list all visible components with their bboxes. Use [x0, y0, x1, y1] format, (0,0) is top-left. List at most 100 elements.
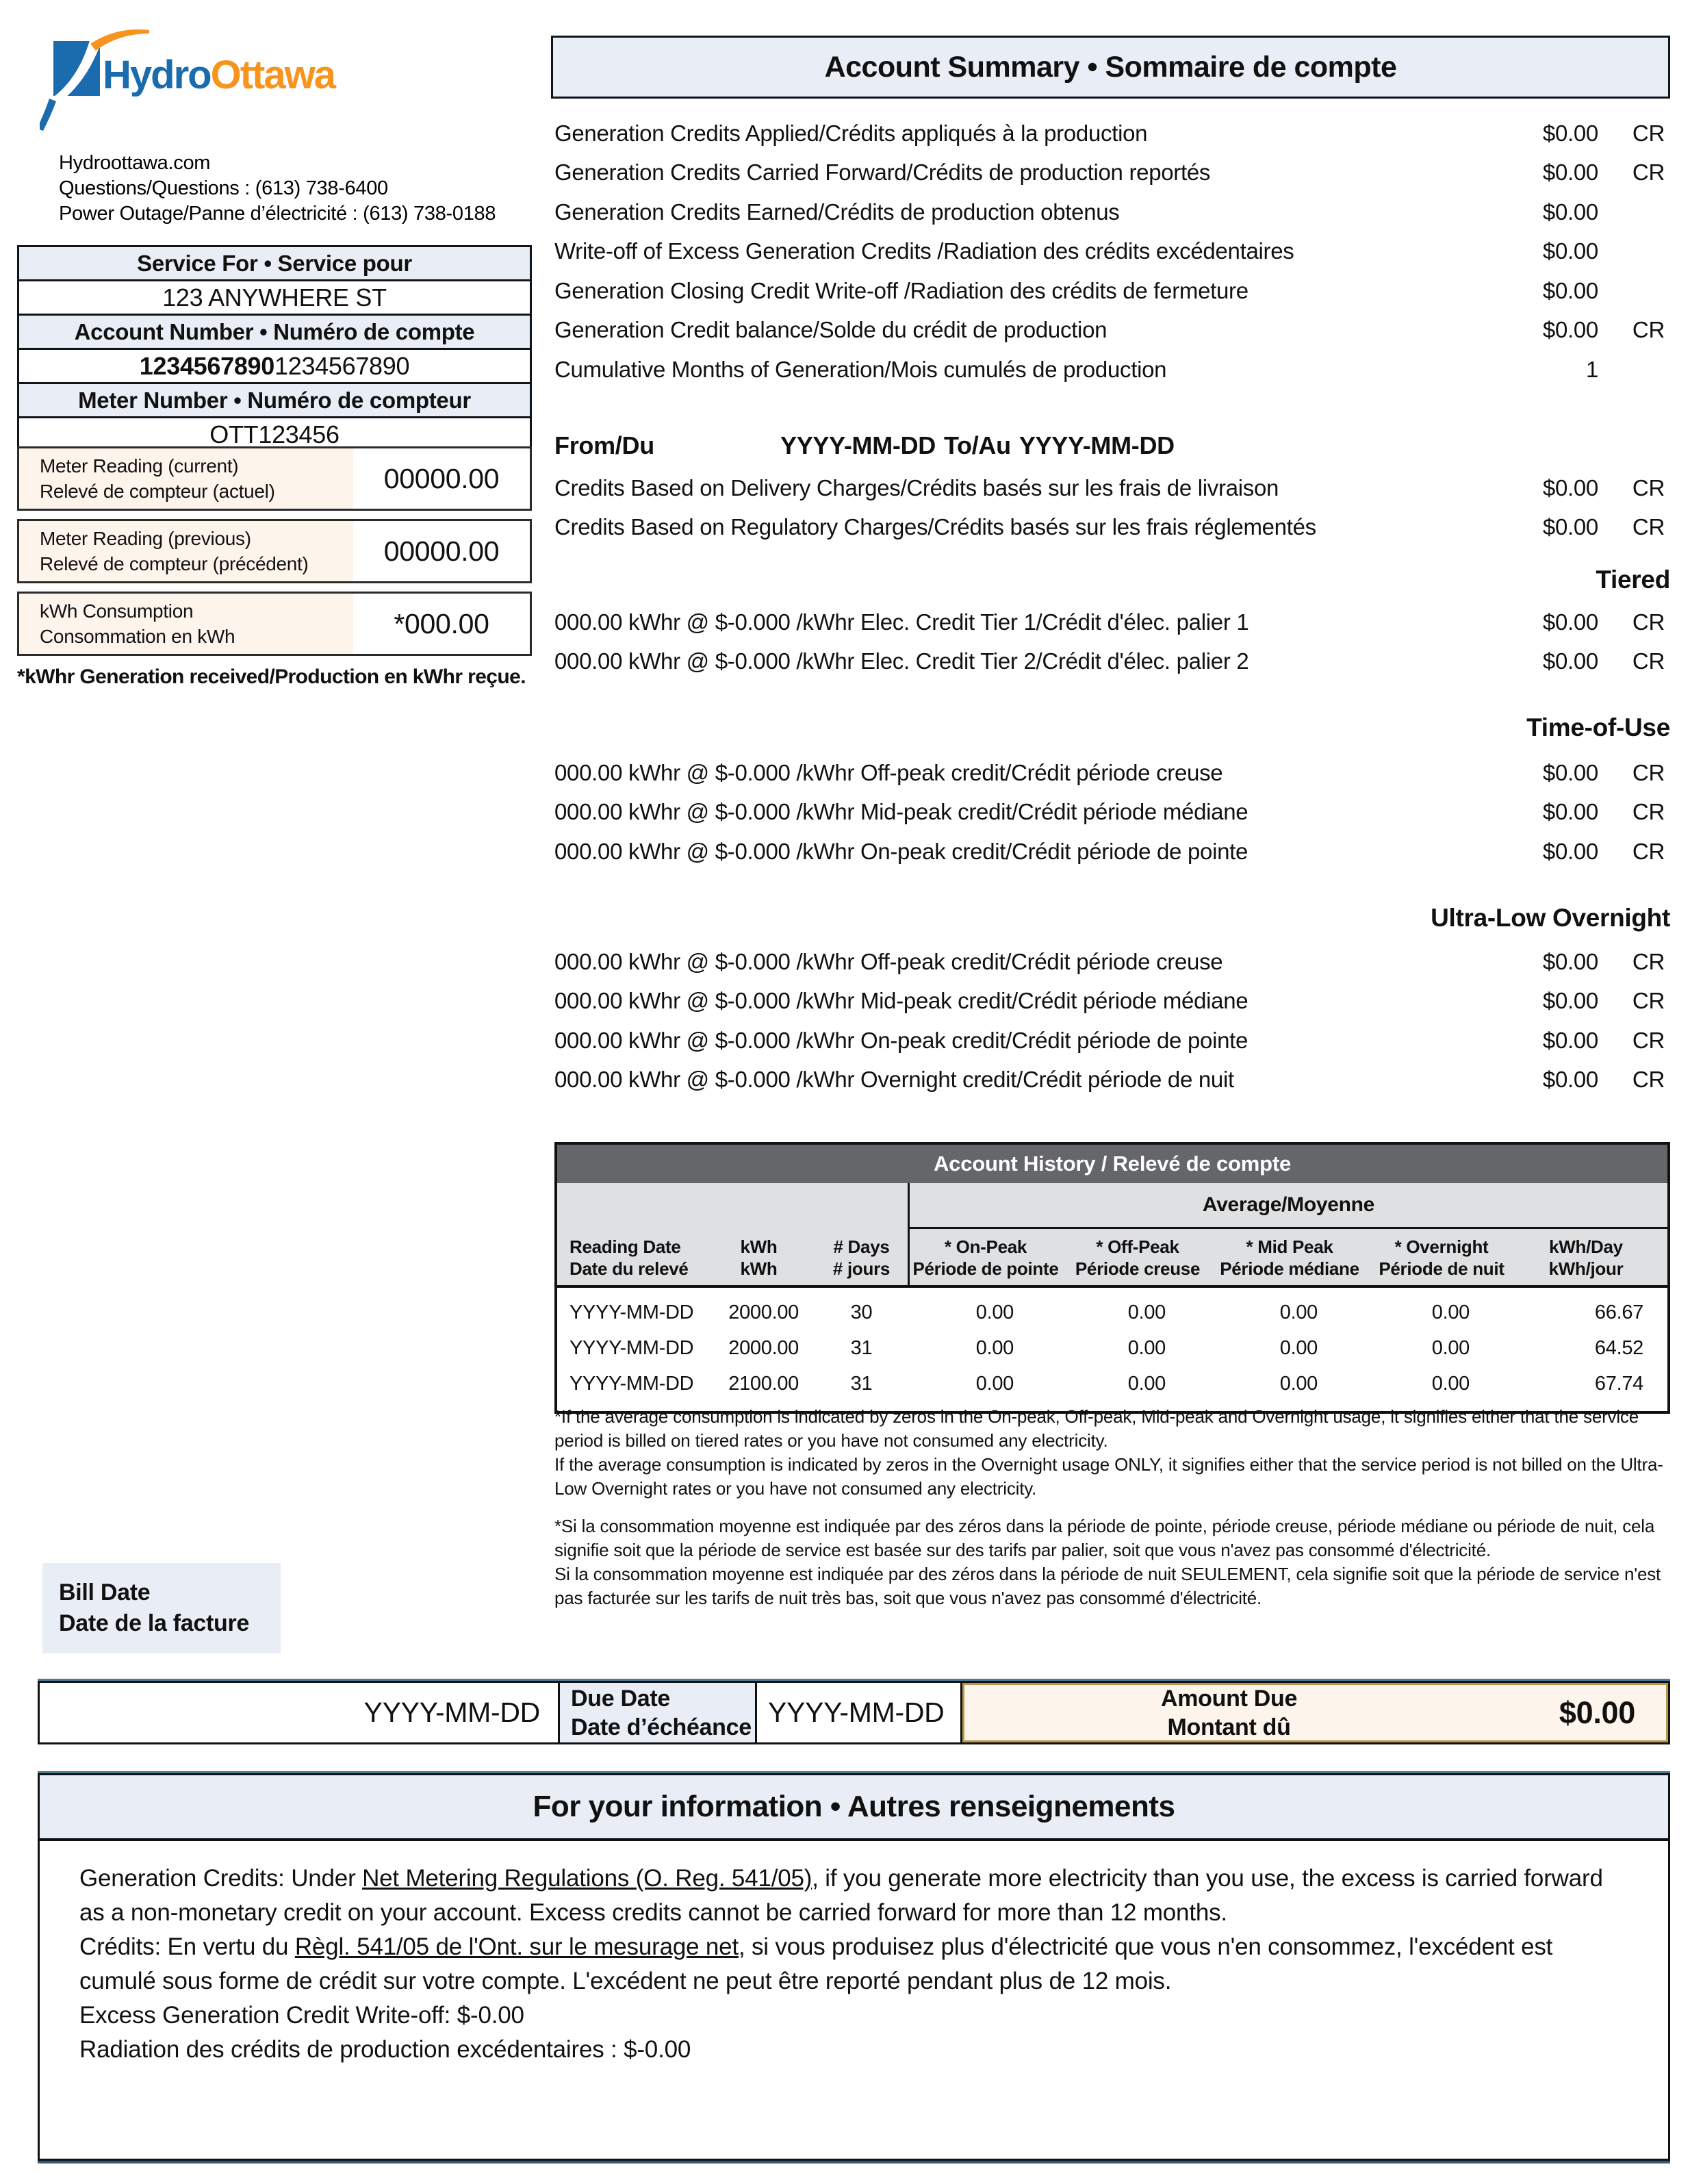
summary-row: 000.00 kWhr @ $-0.000 /kWhr Elec. Credit…	[554, 642, 1670, 682]
column-header-on-peak: * On-Peak Période de pointe	[912, 1236, 1059, 1279]
summary-row: Generation Credits Carried Forward/Crédi…	[554, 153, 1670, 193]
footnote-fr-1: *Si la consommation moyenne est indiquée…	[554, 1516, 1655, 1560]
meter-reading-current-label-en: Meter Reading (current)	[40, 455, 239, 477]
summary-row-cr: CR	[1632, 514, 1665, 540]
time-of-use-rows: 000.00 kWhr @ $-0.000 /kWhr Off-peak cre…	[554, 753, 1670, 872]
account-history-header-left: Reading Date Date du relevé kWh kWh # Days…	[557, 1183, 908, 1285]
account-history-header-right: Average/Moyenne * On-Peak Période de poin…	[908, 1183, 1667, 1285]
info-p1-before: Generation Credits: Under	[79, 1865, 363, 1892]
summary-row: 000.00 kWhr @ $-0.000 /kWhr On-peak cred…	[554, 1021, 1670, 1061]
summary-row: Generation Credit balance/Solde du crédi…	[554, 311, 1670, 351]
due-date-label-fr: Date d’échéance	[571, 1714, 752, 1740]
meter-reading-current-label-fr: Relevé de compteur (actuel)	[40, 481, 275, 502]
summary-row-label: Generation Credits Earned/Crédits de pro…	[554, 199, 1120, 225]
cell-off-peak: 0.00	[1127, 1301, 1166, 1323]
column-header-kwh-per-day: kWh/Day kWh/jour	[1548, 1236, 1624, 1279]
info-box-top-accent	[38, 1771, 1670, 1773]
logo-word-hydro: Hydro	[103, 53, 212, 97]
summary-row-label: Generation Credit balance/Solde du crédi…	[554, 317, 1107, 343]
summary-row-amount: 1	[1585, 356, 1598, 382]
summary-row-amount: $0.00	[1542, 609, 1598, 635]
amount-due-label-en: Amount Due	[1161, 1685, 1298, 1712]
account-number-header: Account Number • Numéro de compte	[19, 316, 530, 350]
due-date-value: YYYY-MM-DD	[755, 1683, 960, 1742]
tiered-section-header: Tiered	[1596, 566, 1670, 594]
service-address: 123 ANYWHERE ST	[19, 281, 530, 316]
logo-wordmark: HydroOttawa	[103, 52, 336, 98]
kwh-consumption-label-en: kWh Consumption	[40, 600, 194, 622]
summary-row-cr: CR	[1632, 988, 1665, 1014]
period-to-label: To/Au	[944, 431, 1011, 459]
table-footnote-french: *Si la consommation moyenne est indiquée…	[554, 1514, 1674, 1610]
column-header-reading-date: Reading Date Date du relevé	[569, 1236, 689, 1279]
summary-row-cr: CR	[1632, 1027, 1665, 1053]
cell-days: 30	[850, 1301, 873, 1323]
cell-kwh-per-day: 67.74	[1594, 1372, 1643, 1395]
time-of-use-section-header: Time-of-Use	[1526, 713, 1670, 741]
column-header-overnight: * Overnight Période de nuit	[1379, 1236, 1504, 1279]
period-to-value: YYYY-MM-DD	[1019, 431, 1175, 459]
summary-row-amount: $0.00	[1542, 948, 1598, 974]
account-summary-rows: Generation Credits Applied/Crédits appli…	[554, 114, 1670, 390]
cell-kwh: 2000.00	[728, 1301, 799, 1323]
meter-reading-current-label: Meter Reading (current) Relevé de compte…	[19, 448, 353, 509]
meter-reading-previous-box: Meter Reading (previous) Relevé de compt…	[17, 519, 532, 583]
cell-on-peak: 0.00	[975, 1301, 1014, 1323]
reglement-mesurage-net-link[interactable]: Règl. 541/05 de l'Ont. sur le mesurage n…	[294, 1933, 739, 1960]
period-from-value: YYYY-MM-DD	[780, 431, 936, 459]
summary-row-amount: $0.00	[1542, 474, 1598, 500]
meter-reading-previous-label: Meter Reading (previous) Relevé de compt…	[19, 521, 353, 581]
info-paragraph-french: Crédits: En vertu du Règl. 541/05 de l'O…	[79, 1930, 1628, 1998]
column-header-off-peak: * Off-Peak Période creuse	[1075, 1236, 1201, 1279]
summary-row-amount: $0.00	[1542, 988, 1598, 1014]
table-row: YYYY-MM-DD 2000.00 30 0.00 0.00 0.00 0.00 66.67	[557, 1295, 1667, 1330]
info-p2-after: , si vous produisez plus d'électricité q…	[79, 1933, 1553, 1994]
summary-row-amount: $0.00	[1542, 1027, 1598, 1053]
column-header-days: # Days # jours	[832, 1236, 891, 1279]
summary-row-label: Write-off of Excess Generation Credits /…	[554, 238, 1294, 264]
net-metering-regulations-link[interactable]: Net Metering Regulations (O. Reg. 541/05…	[362, 1865, 812, 1892]
period-from-label: From/Du	[554, 431, 654, 459]
average-header: Average/Moyenne	[910, 1183, 1667, 1229]
summary-row-label: 000.00 kWhr @ $-0.000 /kWhr Off-peak cre…	[554, 948, 1223, 974]
info-box-body: Generation Credits: Under Net Metering R…	[40, 1841, 1668, 2067]
summary-row: Credits Based on Regulatory Charges/Créd…	[554, 508, 1670, 548]
billing-period-line: From/Du YYYY-MM-DD To/Au YYYY-MM-DD	[554, 431, 1670, 460]
kwh-consumption-label: kWh Consumption Consommation en kWh	[19, 594, 353, 654]
summary-row-amount: $0.00	[1542, 238, 1598, 264]
bill-date-value: YYYY-MM-DD	[363, 1697, 541, 1728]
summary-row-amount: $0.00	[1542, 838, 1598, 864]
date-bar-top-accent	[38, 1679, 1670, 1681]
contact-info: Hydroottawa.com Questions/Questions : (6…	[59, 151, 496, 227]
account-history-title: Account History / Relevé de compte	[557, 1145, 1667, 1183]
summary-row-label: 000.00 kWhr @ $-0.000 /kWhr On-peak cred…	[554, 1027, 1249, 1053]
summary-row-cr: CR	[1632, 160, 1665, 186]
ultra-low-overnight-rows: 000.00 kWhr @ $-0.000 /kWhr Off-peak cre…	[554, 942, 1670, 1100]
summary-row-cr: CR	[1632, 838, 1665, 864]
summary-row-cr: CR	[1632, 948, 1665, 974]
summary-row-cr: CR	[1632, 799, 1665, 825]
questions-phone: Questions/Questions : (613) 738-6400	[59, 177, 388, 199]
period-credit-rows: Credits Based on Delivery Charges/Crédit…	[554, 468, 1670, 547]
excess-writeoff-line-fr: Radiation des crédits de production excé…	[79, 2036, 691, 2063]
summary-row: 000.00 kWhr @ $-0.000 /kWhr Mid-peak cre…	[554, 793, 1670, 833]
amount-due-label: Amount Due Montant dû	[1161, 1684, 1297, 1742]
website: Hydroottawa.com	[59, 152, 211, 174]
kwh-consumption-box: kWh Consumption Consommation en kWh *000…	[17, 592, 532, 656]
cell-overnight: 0.00	[1431, 1301, 1470, 1323]
cell-reading-date: YYYY-MM-DD	[569, 1336, 694, 1359]
account-number-value: 12345678901234567890	[19, 350, 530, 384]
summary-row: 000.00 kWhr @ $-0.000 /kWhr Overnight cr…	[554, 1061, 1670, 1100]
footnote-en-1: *If the average consumption is indicated…	[554, 1406, 1639, 1451]
kwh-consumption-label-fr: Consommation en kWh	[40, 626, 235, 647]
cell-kwh-per-day: 66.67	[1594, 1301, 1643, 1323]
summary-row-amount: $0.00	[1542, 799, 1598, 825]
account-number-bold-part: 1234567890	[139, 352, 275, 380]
summary-row-label: Generation Credits Applied/Crédits appli…	[554, 120, 1148, 146]
hydro-ottawa-logo-icon	[40, 29, 149, 131]
meter-reading-previous-label-fr: Relevé de compteur (précédent)	[40, 553, 309, 574]
summary-row: Cumulative Months of Generation/Mois cum…	[554, 350, 1670, 390]
info-box-bottom-accent	[38, 2161, 1670, 2163]
service-for-header: Service For • Service pour	[19, 247, 530, 281]
